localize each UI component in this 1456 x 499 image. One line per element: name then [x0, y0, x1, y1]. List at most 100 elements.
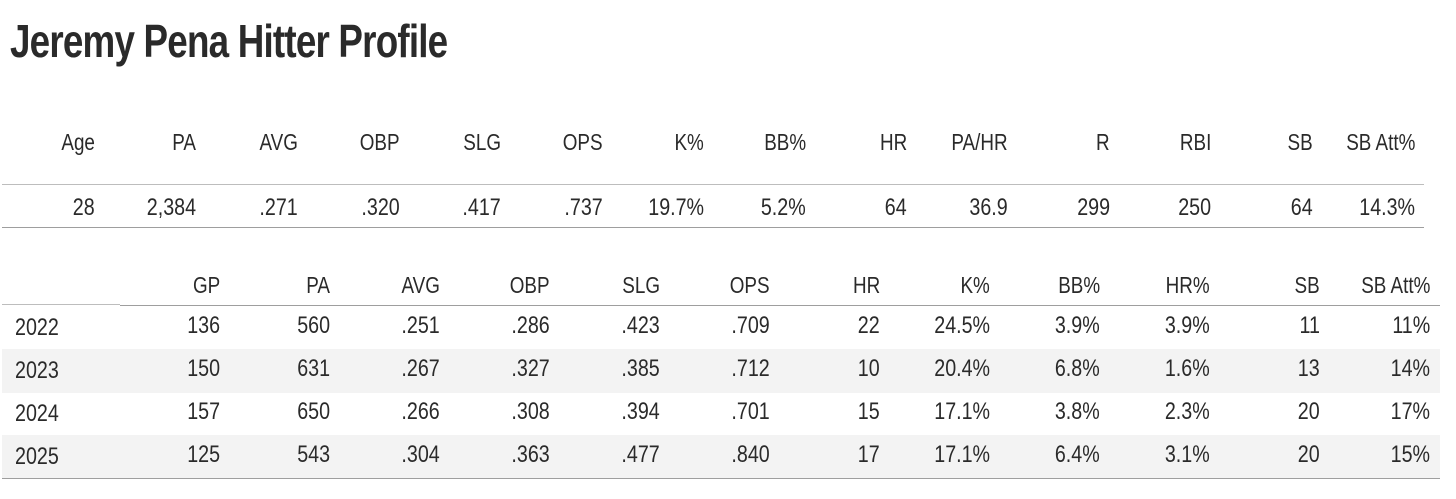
season-hr: 17: [858, 441, 880, 468]
season-k-pct: 20.4%: [934, 355, 990, 382]
summary-value-sb: 64: [1291, 194, 1313, 221]
season-sb-att-pct: 17%: [1390, 398, 1430, 425]
season-year: 2025: [15, 443, 59, 470]
season-header-sb-att-pct: SB Att%: [1360, 272, 1430, 298]
season-sb: 13: [1298, 355, 1320, 382]
season-header-ops: OPS: [730, 272, 770, 298]
summary-value-pa: 2,384: [146, 194, 196, 221]
season-hr-pct: 3.9%: [1165, 312, 1210, 339]
season-bb-pct: 3.9%: [1055, 312, 1100, 339]
summary-value-age: 28: [73, 194, 95, 221]
season-ops: .709: [731, 312, 770, 339]
season-ops: .701: [731, 398, 770, 425]
season-header-divider: [2, 304, 120, 305]
summary-header-age: Age: [61, 129, 95, 155]
season-avg: .267: [401, 355, 440, 382]
summary-value-rbi: 250: [1178, 194, 1211, 221]
summary-header-bb-pct: BB%: [764, 129, 806, 155]
summary-header-sb-att-pct: SB Att%: [1345, 129, 1415, 155]
season-header-slg: SLG: [622, 272, 660, 298]
summary-header-avg: AVG: [259, 129, 298, 155]
season-header-hr-pct: HR%: [1165, 272, 1210, 298]
season-header-avg: AVG: [401, 272, 440, 298]
season-ops: .712: [731, 355, 770, 382]
page-title: Jeremy Pena Hitter Profile: [10, 15, 448, 67]
season-slg: .394: [621, 398, 660, 425]
season-bb-pct: 3.8%: [1055, 398, 1100, 425]
season-header-pa: PA: [306, 272, 330, 298]
season-avg: .304: [401, 441, 440, 468]
season-hr-pct: 1.6%: [1165, 355, 1210, 382]
summary-header-k-pct: K%: [674, 129, 704, 155]
season-obp: .327: [511, 355, 550, 382]
summary-header-pa: PA: [172, 129, 196, 155]
summary-value-avg: .271: [259, 194, 298, 221]
season-obp: .363: [511, 441, 550, 468]
summary-value-sb-att-pct: 14.3%: [1359, 194, 1415, 221]
season-sb-att-pct: 14%: [1390, 355, 1430, 382]
season-header-divider-main: [120, 305, 1440, 306]
season-gp: 125: [187, 441, 220, 468]
season-k-pct: 17.1%: [934, 398, 990, 425]
summary-value-slg: .417: [462, 194, 501, 221]
summary-header-rbi: RBI: [1179, 129, 1211, 155]
season-obp: .308: [511, 398, 550, 425]
season-slg: .385: [621, 355, 660, 382]
summary-header-obp: OBP: [360, 129, 400, 155]
summary-value-pa-per-hr: 36.9: [969, 194, 1008, 221]
season-slg: .477: [621, 441, 660, 468]
season-avg: .251: [401, 312, 440, 339]
season-sb: 20: [1298, 441, 1320, 468]
summary-value-k-pct: 19.7%: [648, 194, 704, 221]
summary-value-obp: .320: [361, 194, 400, 221]
season-hr: 10: [858, 355, 880, 382]
season-year: 2023: [15, 357, 59, 384]
season-pa: 631: [297, 355, 330, 382]
summary-bottom-border: [2, 227, 1424, 228]
table-row-stripe-2025: [2, 435, 1440, 479]
season-year: 2022: [15, 314, 59, 341]
season-sb-att-pct: 11%: [1392, 312, 1430, 339]
summary-header-r: R: [1096, 129, 1110, 155]
season-gp: 157: [187, 398, 220, 425]
season-hr-pct: 2.3%: [1165, 398, 1210, 425]
season-bb-pct: 6.8%: [1055, 355, 1100, 382]
season-hr: 22: [858, 312, 880, 339]
summary-header-hr: HR: [879, 129, 907, 155]
summary-value-bb-pct: 5.2%: [761, 194, 806, 221]
season-sb: 11: [1299, 312, 1320, 339]
season-bottom-border: [2, 478, 1440, 479]
summary-value-ops: .737: [564, 194, 603, 221]
season-sb: 20: [1298, 398, 1320, 425]
season-header-obp: OBP: [510, 272, 550, 298]
season-k-pct: 17.1%: [934, 441, 990, 468]
season-obp: .286: [511, 312, 550, 339]
season-header-bb-pct: BB%: [1058, 272, 1100, 298]
season-gp: 136: [187, 312, 220, 339]
season-hr-pct: 3.1%: [1165, 441, 1210, 468]
summary-header-pa-per-hr: PA/HR: [951, 129, 1008, 155]
summary-header-divider: [2, 184, 1424, 185]
summary-value-r: 299: [1077, 194, 1110, 221]
summary-header-slg: SLG: [463, 129, 501, 155]
season-gp: 150: [187, 355, 220, 382]
season-header-gp: GP: [192, 272, 220, 298]
season-k-pct: 24.5%: [934, 312, 990, 339]
season-pa: 543: [297, 441, 330, 468]
season-avg: .266: [401, 398, 440, 425]
season-pa: 560: [297, 312, 330, 339]
season-slg: .423: [621, 312, 660, 339]
summary-value-hr: 64: [885, 194, 907, 221]
season-sb-att-pct: 15%: [1390, 441, 1430, 468]
season-hr: 15: [858, 398, 880, 425]
season-pa: 650: [297, 398, 330, 425]
season-year: 2024: [15, 400, 59, 427]
season-header-sb: SB: [1294, 272, 1320, 298]
table-row-stripe-2023: [2, 349, 1440, 393]
season-bb-pct: 6.4%: [1055, 441, 1100, 468]
season-header-k-pct: K%: [960, 272, 990, 298]
season-ops: .840: [731, 441, 770, 468]
summary-header-sb: SB: [1287, 129, 1313, 155]
summary-header-ops: OPS: [563, 129, 603, 155]
season-header-hr: HR: [852, 272, 880, 298]
